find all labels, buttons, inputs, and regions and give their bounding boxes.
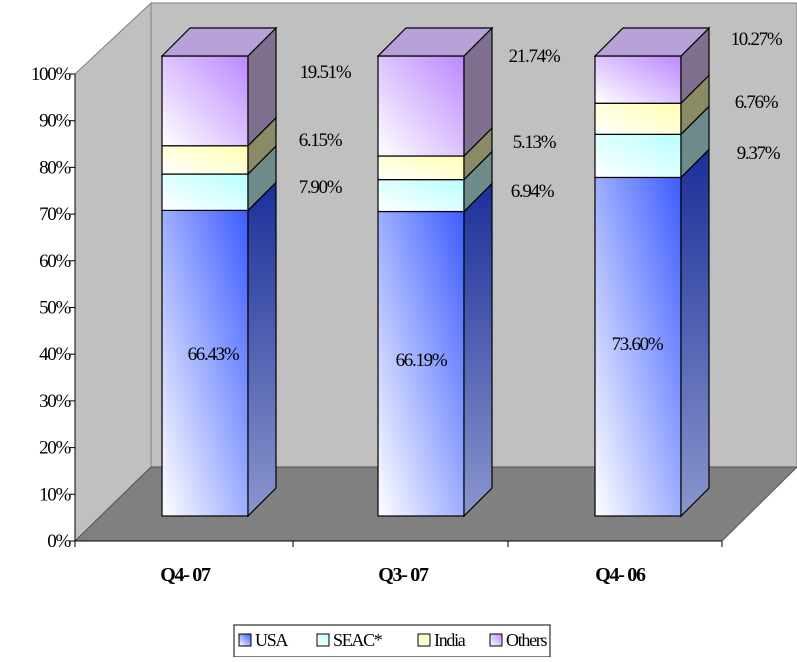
legend-label-india: India [434, 630, 466, 650]
bar-segment-seac-q4-06 [594, 133, 682, 179]
y-tick-label: 20% [39, 438, 71, 459]
bar-segment-others-q3-07 [377, 55, 465, 157]
data-label-others-q4-07: 19.51% [300, 62, 352, 83]
data-label-india-q4-06: 6.76% [735, 92, 779, 113]
data-label-india-q4-07: 6.15% [299, 130, 343, 151]
y-axis: 0% 10% 20% 30% 40% 50% 60% 70% 80% 90% 100% [31, 64, 76, 552]
bar-stack-q4-07 [160, 26, 278, 518]
legend-label-others: Others [506, 630, 547, 650]
data-labels-group: 66.43% 7.90% 6.15% 19.51% 66.19% 6.94% 5.13% 21… [188, 29, 785, 371]
legend-label-usa: USA [255, 630, 288, 650]
bar-stack-q4-06 [593, 26, 711, 518]
legend: USA SEAC* India Others [233, 624, 551, 658]
bar-side-usa-q3-07 [463, 182, 493, 518]
y-tick-label: 0% [47, 531, 71, 552]
legend-label-seac: SEAC* [333, 630, 383, 650]
bar-stack-q3-07 [376, 26, 494, 518]
data-label-india-q3-07: 5.13% [513, 132, 557, 153]
bar-top-q4-06 [593, 27, 711, 57]
data-label-usa-q4-06: 73.60% [612, 334, 664, 355]
y-tick-label: 70% [39, 204, 71, 225]
x-category-label: Q4- 06 [595, 564, 646, 586]
bar-segment-india-q3-07 [377, 155, 465, 181]
legend-swatch-india [417, 633, 431, 647]
bar-segment-india-q4-07 [161, 145, 249, 175]
x-category-label: Q3- 07 [378, 564, 429, 586]
y-tick-label: 40% [39, 344, 71, 365]
x-category-label: Q4- 07 [160, 564, 211, 586]
y-tick-label: 60% [39, 251, 71, 272]
side-wall [74, 1, 152, 543]
bars-group [160, 26, 711, 518]
bar-side-usa-q4-06 [680, 147, 710, 518]
bar-top-q3-07 [376, 27, 494, 57]
y-tick-label: 90% [39, 111, 71, 132]
data-label-seac-q4-07: 7.90% [299, 177, 343, 198]
bar-segment-others-q4-07 [161, 55, 249, 147]
bar-segment-seac-q3-07 [377, 179, 465, 213]
data-label-others-q4-06: 10.27% [731, 29, 783, 50]
data-label-seac-q4-06: 9.37% [737, 143, 781, 164]
bar-segment-india-q4-06 [594, 102, 682, 135]
y-tick-label: 30% [39, 391, 71, 412]
bar-side-usa-q4-07 [247, 180, 277, 518]
x-axis: Q4- 07 Q3- 07 Q4- 06 [74, 540, 723, 586]
legend-swatch-usa [238, 633, 252, 647]
y-tick-label: 80% [39, 157, 71, 178]
bar-segment-seac-q4-07 [161, 173, 249, 211]
data-label-usa-q3-07: 66.19% [396, 350, 448, 371]
bar-segment-others-q4-06 [594, 55, 682, 104]
y-tick-label: 50% [39, 298, 71, 319]
legend-swatch-others [489, 633, 503, 647]
y-tick-label: 10% [39, 484, 71, 505]
legend-swatch-seac [316, 633, 330, 647]
data-label-usa-q4-07: 66.43% [188, 344, 240, 365]
y-tick-label: 100% [31, 64, 72, 85]
data-label-seac-q3-07: 6.94% [511, 181, 555, 202]
bar-top-q4-07 [160, 27, 278, 57]
data-label-others-q3-07: 21.74% [509, 46, 561, 67]
